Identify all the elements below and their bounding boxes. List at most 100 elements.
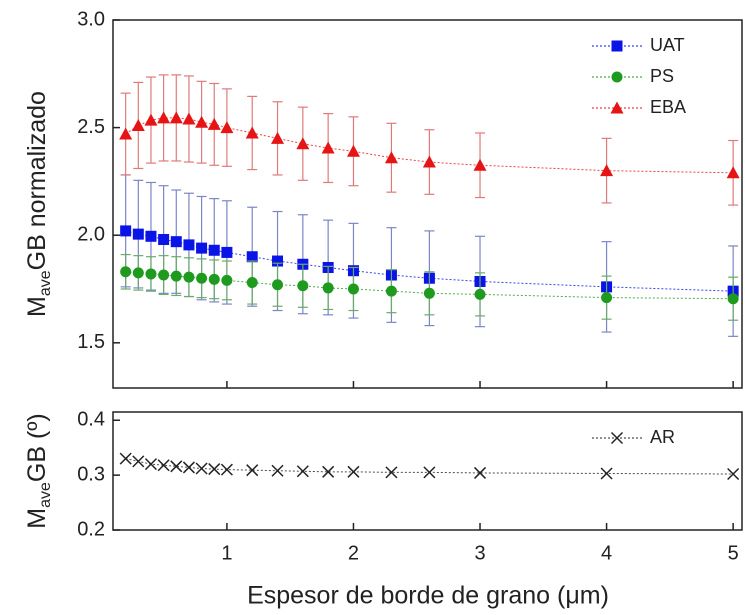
marker (208, 273, 220, 285)
marker (246, 277, 258, 289)
y-axis-label-part: M (23, 508, 51, 529)
marker (385, 285, 397, 297)
x-tick-label: 4 (601, 542, 612, 564)
marker (385, 466, 398, 479)
marker (423, 466, 436, 479)
marker (120, 225, 132, 237)
marker (601, 292, 613, 304)
marker (322, 465, 335, 478)
y-tick-label: 1.5 (77, 331, 105, 353)
plot-frame (112, 19, 743, 389)
marker (120, 266, 132, 278)
y-axis-label-part: GB normalizado (23, 91, 51, 270)
marker (195, 115, 209, 128)
y-tick-label: 3.0 (77, 8, 105, 30)
x-axis-label: Espesor de borde de grano (μm) (247, 582, 609, 610)
y-tick-label: 2.5 (77, 116, 105, 138)
marker (208, 463, 221, 476)
marker (473, 158, 487, 171)
legend-marker (611, 71, 623, 83)
marker (600, 164, 614, 177)
marker (474, 288, 486, 300)
marker (145, 230, 157, 242)
marker (726, 166, 740, 179)
marker (271, 464, 284, 477)
marker (183, 271, 195, 283)
marker (221, 274, 233, 286)
marker (195, 462, 208, 475)
marker (347, 465, 360, 478)
marker (272, 279, 284, 291)
marker (271, 131, 285, 144)
y-axis-label-part: M (23, 296, 51, 317)
y-tick-label: 0.2 (77, 518, 105, 540)
marker (182, 461, 195, 474)
marker (473, 466, 487, 479)
x-tick-label: 2 (348, 542, 359, 564)
marker (196, 242, 208, 254)
marker (296, 465, 309, 478)
marker (157, 111, 171, 124)
legend-label: EBA (650, 97, 686, 117)
y-axis-label: MaveGB normalizado (23, 91, 55, 317)
y-tick-label: 2.0 (77, 223, 105, 245)
marker (321, 141, 335, 154)
marker (170, 460, 183, 473)
x-tick-label: 3 (474, 542, 485, 564)
marker (119, 127, 133, 140)
legend-label: PS (650, 66, 674, 86)
legend-marker (610, 431, 624, 445)
y-axis-label-part: ave (37, 270, 54, 296)
marker (220, 463, 233, 476)
y-axis-label-part: GB (º) (23, 413, 51, 482)
y-tick-label: 0.4 (77, 409, 105, 431)
marker (221, 246, 233, 258)
x-tick-label: 5 (728, 542, 739, 564)
marker (119, 452, 132, 465)
marker (423, 287, 435, 299)
marker (144, 113, 158, 126)
marker (220, 121, 234, 134)
marker (144, 458, 157, 471)
marker (727, 293, 739, 305)
legend-marker (610, 101, 624, 114)
x-tick-label: 1 (221, 542, 232, 564)
marker (170, 236, 182, 248)
marker (322, 282, 334, 294)
marker (245, 126, 259, 139)
marker (132, 228, 144, 240)
marker (145, 268, 157, 280)
marker (196, 272, 208, 284)
marker (131, 118, 145, 131)
marker (347, 283, 359, 295)
y-axis-label-part: ave (37, 482, 54, 508)
marker (296, 137, 310, 150)
marker (727, 467, 740, 481)
marker (169, 111, 183, 124)
y-tick-label: 0.3 (77, 463, 105, 485)
legend-label: AR (650, 427, 675, 447)
marker (297, 280, 309, 292)
legend-label: UAT (650, 35, 685, 55)
marker (384, 151, 398, 164)
marker (132, 267, 144, 279)
marker (183, 239, 195, 251)
y-axis-label: MaveGB (º) (23, 413, 55, 528)
plot-frame (112, 411, 743, 531)
marker (158, 234, 170, 246)
marker (208, 244, 220, 256)
marker (600, 467, 613, 480)
marker (246, 464, 259, 477)
marker (170, 270, 182, 282)
marker (346, 144, 360, 157)
marker (157, 459, 170, 472)
marker (207, 117, 221, 130)
marker (132, 455, 145, 468)
marker (158, 269, 170, 281)
marker (422, 155, 436, 168)
marker (272, 255, 284, 267)
marker (246, 251, 258, 263)
legend-marker (611, 40, 623, 52)
marker (182, 112, 196, 125)
